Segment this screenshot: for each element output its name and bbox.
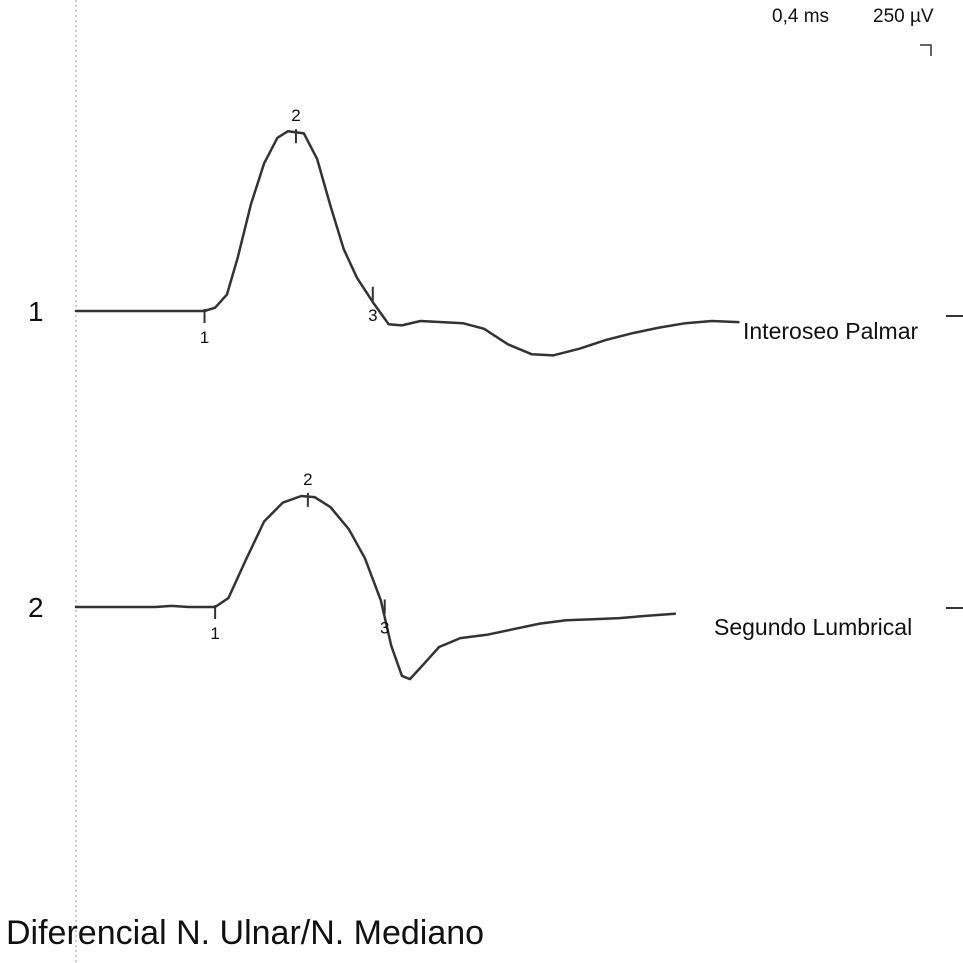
scale-bar-corner	[920, 44, 932, 56]
trace-name-interoseo-palmar: Interoseo Palmar	[743, 318, 919, 344]
trace-name-segundo-lumbrical: Segundo Lumbrical	[714, 614, 913, 640]
amplitude-scale-label: 250 µV	[873, 6, 934, 27]
marker-label-2-3: 3	[380, 618, 389, 637]
trace-number-2: 2	[28, 592, 44, 623]
trace-line-1	[74, 129, 740, 357]
marker-label-1-3: 3	[368, 306, 377, 325]
time-scale-label: 0,4 ms	[772, 6, 830, 27]
footer-title: Diferencial N. Ulnar/N. Mediano	[6, 914, 485, 952]
marker-label-1-1: 1	[200, 328, 209, 347]
marker-label-2-1: 1	[210, 624, 219, 643]
marker-label-1-2: 2	[291, 106, 300, 125]
trace-line-2	[74, 494, 677, 681]
marker-label-2-2: 2	[303, 470, 312, 489]
traces-layer: 1 2 3 1 2 3	[74, 106, 740, 681]
trace-number-1: 1	[28, 296, 44, 327]
